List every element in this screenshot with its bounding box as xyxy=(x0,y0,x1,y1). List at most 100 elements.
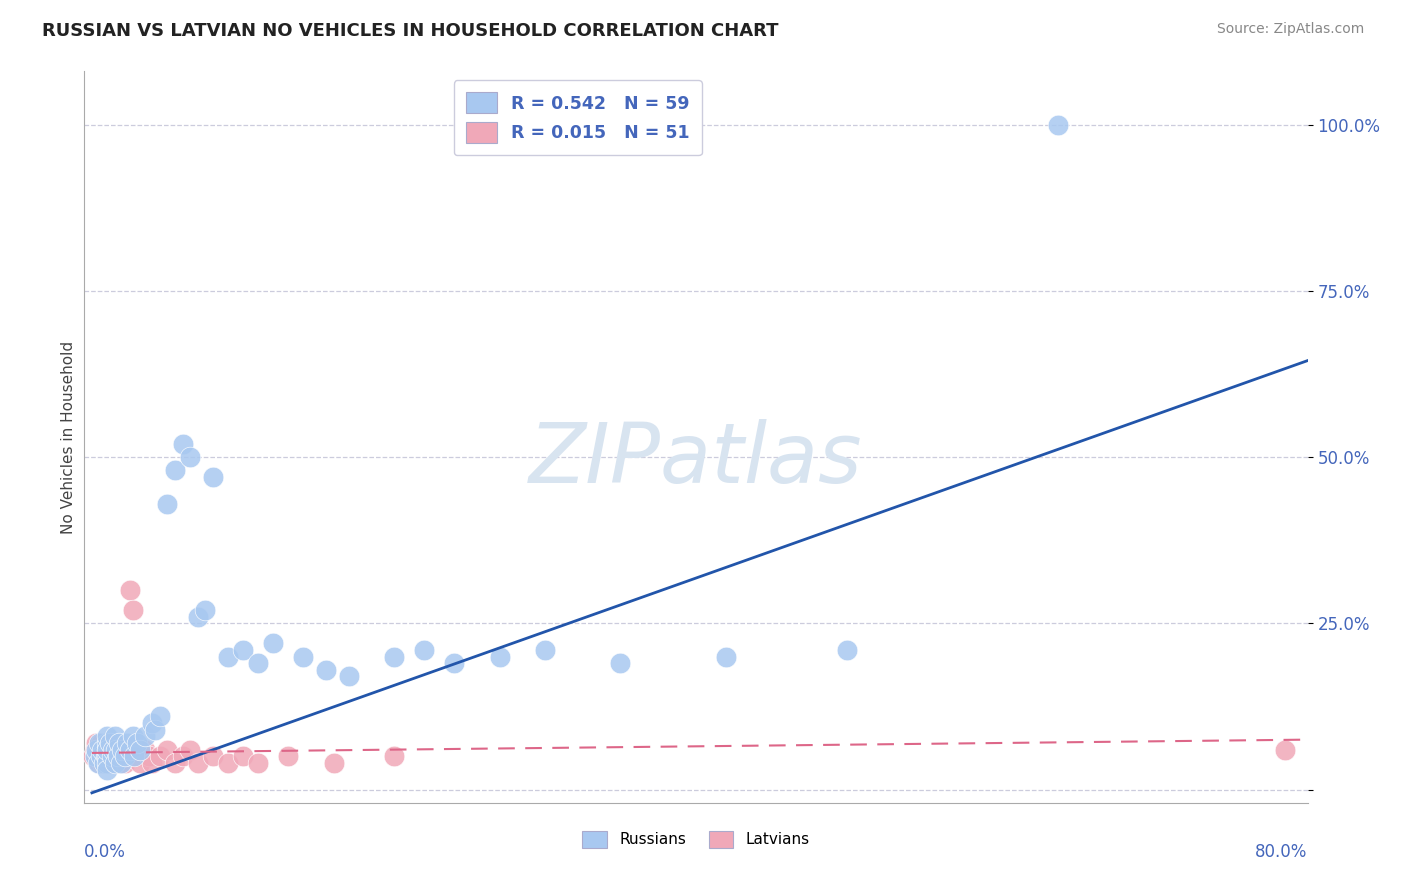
Point xyxy=(103,729,125,743)
Point xyxy=(94,749,117,764)
Point xyxy=(118,742,141,756)
Point xyxy=(143,723,166,737)
Point xyxy=(114,756,136,770)
Point xyxy=(96,749,118,764)
Point xyxy=(82,749,104,764)
Point xyxy=(96,756,118,770)
Point xyxy=(127,736,149,750)
Point xyxy=(87,749,110,764)
Point xyxy=(84,742,107,756)
Point xyxy=(107,742,129,756)
Point xyxy=(98,742,121,756)
Point xyxy=(96,742,118,756)
Point xyxy=(96,756,118,770)
Point xyxy=(1274,742,1296,756)
Point xyxy=(134,742,156,756)
Point xyxy=(101,736,124,750)
Point xyxy=(107,749,129,764)
Point xyxy=(382,749,405,764)
Y-axis label: No Vehicles in Household: No Vehicles in Household xyxy=(60,341,76,533)
Point xyxy=(141,756,163,770)
Point xyxy=(118,582,141,597)
Point xyxy=(187,609,209,624)
Point xyxy=(277,749,299,764)
Point xyxy=(179,450,201,464)
Point xyxy=(93,756,115,770)
Point xyxy=(609,656,631,670)
Point xyxy=(217,756,239,770)
Point xyxy=(105,742,128,756)
Point xyxy=(103,756,125,770)
Text: Source: ZipAtlas.com: Source: ZipAtlas.com xyxy=(1216,22,1364,37)
Point xyxy=(96,742,118,756)
Point xyxy=(262,636,284,650)
Point xyxy=(96,729,118,743)
Point xyxy=(89,742,111,756)
Point xyxy=(94,749,117,764)
Point xyxy=(91,742,114,756)
Point xyxy=(122,749,145,764)
Point xyxy=(1047,118,1070,132)
Point xyxy=(134,729,156,743)
Point xyxy=(172,436,194,450)
Point xyxy=(87,756,110,770)
Point xyxy=(96,742,118,756)
Point xyxy=(96,736,118,750)
Point xyxy=(156,742,179,756)
Point xyxy=(179,742,201,756)
Text: ZIPatlas: ZIPatlas xyxy=(529,418,863,500)
Point xyxy=(194,603,217,617)
Point xyxy=(100,749,122,764)
Legend: Russians, Latvians: Russians, Latvians xyxy=(576,825,815,854)
Point xyxy=(121,603,143,617)
Point xyxy=(201,749,224,764)
Point xyxy=(138,749,160,764)
Point xyxy=(247,756,270,770)
Point xyxy=(156,497,179,511)
Point xyxy=(172,749,194,764)
Point xyxy=(98,736,121,750)
Point xyxy=(835,643,858,657)
Point xyxy=(96,756,118,770)
Point xyxy=(129,756,152,770)
Point xyxy=(163,756,186,770)
Point xyxy=(247,656,270,670)
Point xyxy=(90,736,112,750)
Point xyxy=(96,736,118,750)
Point xyxy=(217,649,239,664)
Point xyxy=(112,742,135,756)
Point xyxy=(84,749,107,764)
Point xyxy=(232,749,254,764)
Point xyxy=(114,749,136,764)
Text: RUSSIAN VS LATVIAN NO VEHICLES IN HOUSEHOLD CORRELATION CHART: RUSSIAN VS LATVIAN NO VEHICLES IN HOUSEH… xyxy=(42,22,779,40)
Text: 80.0%: 80.0% xyxy=(1256,843,1308,861)
Point xyxy=(90,749,112,764)
Point xyxy=(315,663,337,677)
Point xyxy=(105,749,128,764)
Point xyxy=(100,749,122,764)
Point xyxy=(111,742,134,756)
Point xyxy=(534,643,557,657)
Point xyxy=(91,756,114,770)
Point xyxy=(97,749,120,764)
Point xyxy=(163,463,186,477)
Point xyxy=(108,736,131,750)
Point xyxy=(129,742,152,756)
Point xyxy=(232,643,254,657)
Point xyxy=(86,736,108,750)
Point xyxy=(187,756,209,770)
Point xyxy=(149,749,172,764)
Point xyxy=(714,649,737,664)
Point xyxy=(89,756,111,770)
Point xyxy=(115,736,138,750)
Point xyxy=(121,729,143,743)
Point xyxy=(292,649,315,664)
Point xyxy=(93,742,115,756)
Point xyxy=(488,649,510,664)
Point xyxy=(103,756,125,770)
Point xyxy=(86,742,108,756)
Point xyxy=(115,749,138,764)
Point xyxy=(141,716,163,731)
Point xyxy=(96,749,118,764)
Point xyxy=(149,709,172,723)
